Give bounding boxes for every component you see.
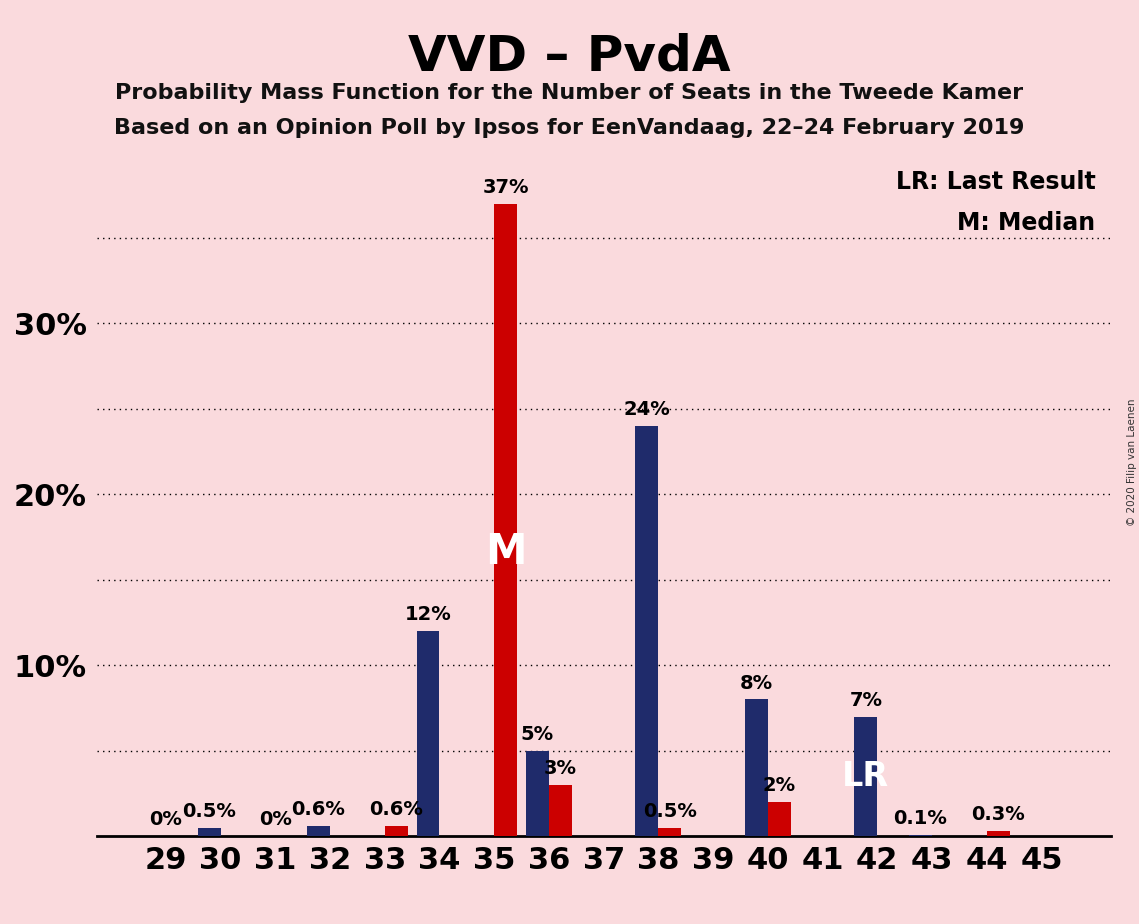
Text: 5%: 5% [521,725,554,744]
Text: M: M [485,530,526,573]
Text: 2%: 2% [763,776,796,796]
Text: 24%: 24% [623,400,670,419]
Text: Probability Mass Function for the Number of Seats in the Tweede Kamer: Probability Mass Function for the Number… [115,83,1024,103]
Text: 0.6%: 0.6% [369,800,424,820]
Bar [636,426,658,836]
Text: LR: Last Result: LR: Last Result [895,170,1096,193]
Text: 12%: 12% [404,605,451,625]
Bar [417,631,440,836]
Text: 0.5%: 0.5% [182,802,236,821]
Text: VVD – PvdA: VVD – PvdA [408,32,731,80]
Text: 0%: 0% [149,810,182,830]
Text: 8%: 8% [740,674,773,693]
Bar [854,717,877,836]
Text: LR: LR [842,760,890,793]
Text: © 2020 Filip van Laenen: © 2020 Filip van Laenen [1126,398,1137,526]
Text: 0.5%: 0.5% [642,802,697,821]
Bar [768,802,790,836]
Text: 3%: 3% [544,760,577,778]
Bar [549,785,572,836]
Bar [986,831,1009,836]
Text: Based on an Opinion Poll by Ipsos for EenVandaag, 22–24 February 2019: Based on an Opinion Poll by Ipsos for Ee… [114,118,1025,139]
Text: 7%: 7% [850,691,883,710]
Text: M: Median: M: Median [957,211,1096,235]
Text: 0.1%: 0.1% [894,808,948,828]
Bar [385,826,408,836]
Bar [526,750,549,836]
Bar [658,828,681,836]
Text: 0.3%: 0.3% [972,805,1025,824]
Text: 0.6%: 0.6% [292,800,345,820]
Bar [494,203,517,836]
Text: 0%: 0% [259,810,292,830]
Text: 37%: 37% [483,178,528,197]
Bar [909,834,932,836]
Bar [745,699,768,836]
Bar [308,826,330,836]
Bar [198,828,221,836]
